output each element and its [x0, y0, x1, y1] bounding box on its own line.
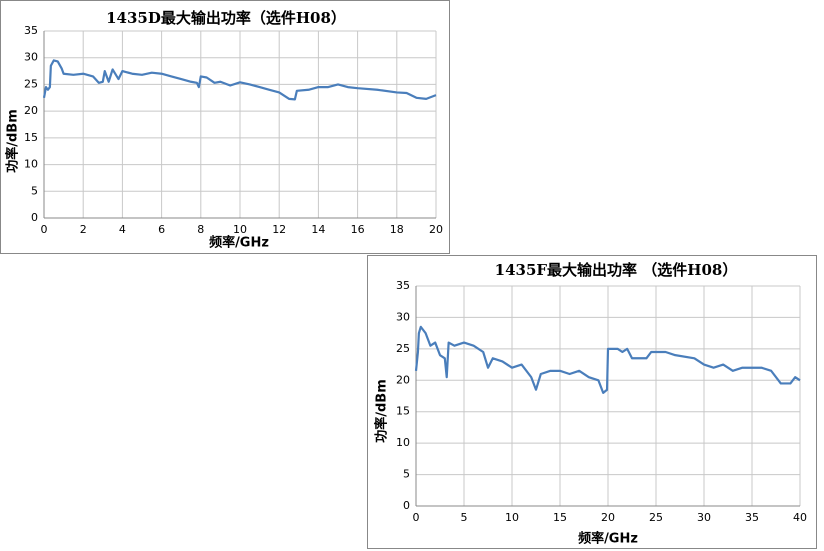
x-tick-label: 20: [429, 223, 443, 236]
x-axis-label: 频率/GHz: [209, 235, 269, 251]
y-tick-label: 25: [396, 342, 410, 355]
data-line: [42, 59, 437, 101]
y-tick-label: 10: [396, 436, 410, 449]
x-tick-label: 8: [197, 223, 204, 236]
y-tick-label: 30: [24, 51, 38, 64]
y-axis-label: 功率/dBm: [5, 109, 21, 173]
y-tick-label: 15: [24, 131, 38, 144]
chart: 0 5 10 15 20 25 30 35 0 2 4 6 8 10 12 14 16 18 20 1435D最大输出…: [0, 0, 450, 254]
y-tick-label: 30: [396, 310, 410, 323]
y-tick-label: 25: [24, 77, 38, 90]
x-tick-label: 35: [745, 511, 759, 524]
x-tick-label: 10: [505, 511, 519, 524]
x-tick-label: 10: [233, 223, 247, 236]
y-tick-label: 35: [396, 279, 410, 292]
y-tick-label: 5: [403, 468, 410, 481]
x-tick-label: 16: [351, 223, 365, 236]
y-tick-label: 20: [396, 373, 410, 386]
y-tick-label: 20: [24, 104, 38, 117]
chart: 0 5 10 15 20 25 30 35 0 5 10 15 20 25 30 35 40 1435F最大输出功…: [367, 255, 817, 549]
y-tick-label: 10: [24, 158, 38, 171]
x-axis-label: 频率/GHz: [578, 531, 638, 547]
chart-title: 1435D最大输出功率（选件H08）: [106, 9, 346, 27]
x-tick-label: 18: [390, 223, 404, 236]
x-tick-label: 2: [80, 223, 87, 236]
x-tick-label: 0: [41, 223, 48, 236]
x-tick-label: 0: [413, 511, 420, 524]
x-tick-label: 12: [272, 223, 286, 236]
x-tick-label: 40: [793, 511, 807, 524]
x-tick-label: 4: [119, 223, 126, 236]
y-tick-label: 0: [31, 211, 38, 224]
x-tick-label: 14: [311, 223, 325, 236]
x-tick-label: 25: [649, 511, 663, 524]
data-line: [414, 325, 801, 394]
x-tick-label: 5: [461, 511, 468, 524]
x-tick-label: 30: [697, 511, 711, 524]
y-tick-label: 15: [396, 405, 410, 418]
x-tick-label: 6: [158, 223, 165, 236]
x-tick-label: 20: [601, 511, 615, 524]
x-tick-label: 15: [553, 511, 567, 524]
y-tick-label: 35: [24, 24, 38, 37]
y-tick-label: 0: [403, 499, 410, 512]
chart-title: 1435F最大输出功率 （选件H08）: [495, 261, 738, 279]
y-tick-label: 5: [31, 184, 38, 197]
y-axis-label: 功率/dBm: [374, 379, 390, 443]
